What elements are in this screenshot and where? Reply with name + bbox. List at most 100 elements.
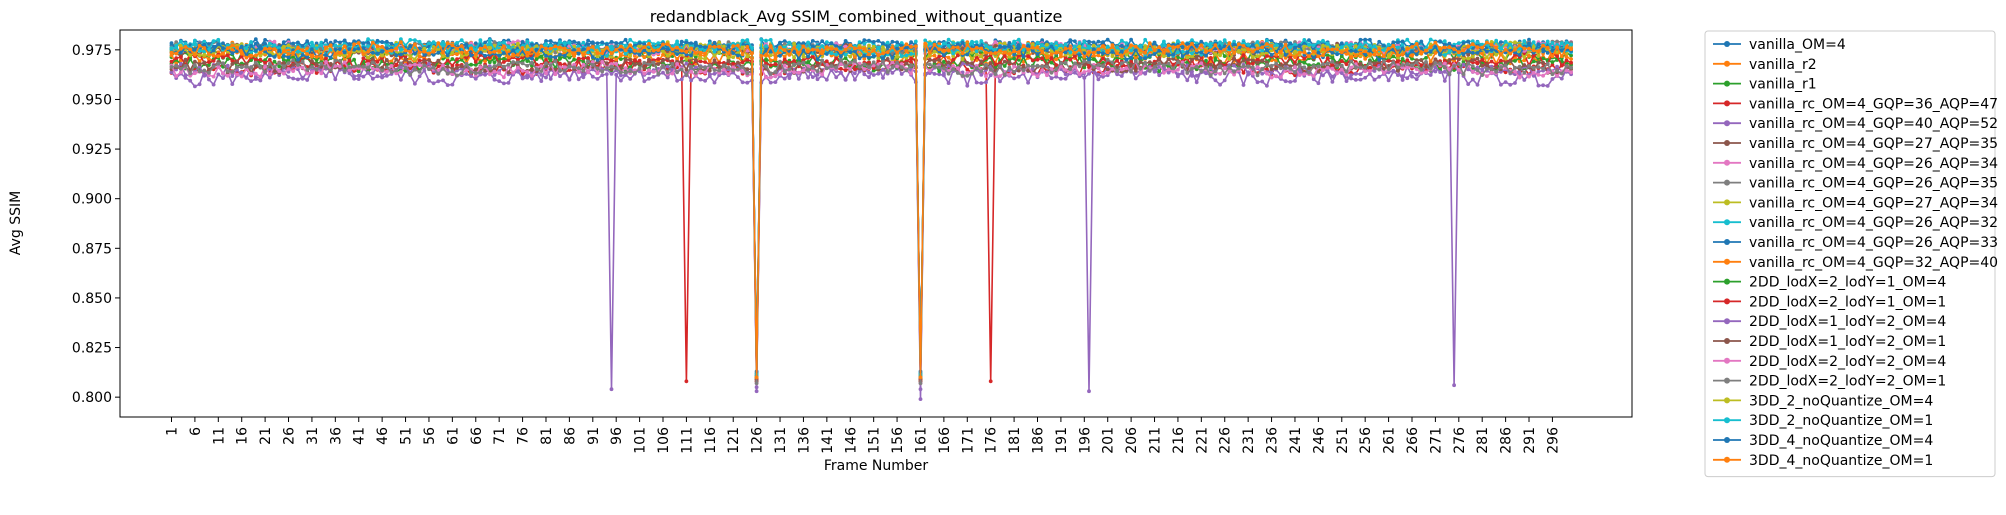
data-point: [623, 57, 628, 62]
data-point: [1077, 41, 1082, 45]
data-point: [637, 41, 642, 45]
data-point: [1456, 57, 1461, 62]
data-point: [614, 72, 619, 77]
data-point: [693, 65, 698, 70]
data-point: [1283, 40, 1288, 45]
data-point: [792, 70, 796, 75]
data-point: [1162, 39, 1166, 44]
data-point: [455, 57, 459, 61]
data-point: [1559, 63, 1564, 68]
data-point: [1265, 83, 1269, 88]
data-point: [399, 70, 403, 74]
data-point: [1428, 73, 1433, 77]
data-point: [1208, 56, 1213, 60]
data-point: [642, 42, 647, 47]
data-point: [193, 59, 197, 64]
data-point: [881, 76, 885, 80]
data-point: [380, 74, 384, 79]
data-point: [778, 41, 782, 45]
data-point: [502, 60, 506, 64]
data-point: [384, 74, 389, 78]
data-point: [604, 61, 609, 66]
data-point: [1255, 60, 1260, 65]
data-point: [361, 74, 366, 79]
data-point: [764, 44, 768, 48]
data-point: [1016, 74, 1021, 79]
data-point: [211, 74, 216, 79]
data-point: [169, 59, 174, 64]
data-point: [530, 76, 534, 81]
data-point: [581, 62, 586, 67]
data-point: [637, 44, 642, 49]
data-point: [853, 77, 857, 82]
data-point: [370, 57, 375, 61]
data-point: [1063, 72, 1068, 77]
data-point: [1002, 41, 1007, 46]
data-point: [1265, 67, 1269, 71]
data-point: [384, 69, 389, 74]
data-point: [1386, 78, 1391, 83]
data-point: [1255, 80, 1260, 85]
series-markers: [169, 63, 1573, 401]
series-line: [170, 38, 1572, 372]
data-point: [590, 41, 595, 45]
data-point: [235, 72, 239, 77]
data-point: [572, 54, 576, 58]
data-point: [291, 41, 296, 46]
data-point: [1382, 66, 1386, 71]
data-point: [221, 71, 225, 76]
data-point: [511, 40, 516, 45]
data-point: [539, 79, 544, 83]
data-point: [1129, 37, 1133, 42]
data-point: [1522, 78, 1527, 82]
data-point: [815, 77, 820, 82]
data-point: [478, 65, 483, 70]
data-point: [197, 59, 202, 64]
data-point: [1068, 57, 1073, 62]
data-point: [1194, 56, 1199, 61]
data-point: [483, 72, 487, 77]
series-line: [170, 40, 1572, 376]
data-point: [548, 39, 553, 43]
data-point: [684, 67, 689, 72]
data-point: [1410, 74, 1414, 79]
data-point: [586, 70, 590, 75]
plot-area: [169, 37, 1573, 401]
data-point: [1466, 82, 1471, 86]
data-point: [1461, 62, 1466, 67]
data-point: [1321, 73, 1325, 78]
data-point: [235, 60, 239, 64]
data-point: [389, 64, 394, 68]
data-point: [1396, 40, 1400, 45]
data-point: [1433, 57, 1438, 62]
data-point: [1494, 38, 1499, 43]
data-point: [258, 57, 263, 62]
data-point: [1218, 82, 1222, 87]
data-point: [1541, 83, 1545, 88]
data-point: [1096, 53, 1101, 58]
data-point: [642, 71, 647, 76]
data-point: [511, 70, 516, 75]
data-point: [881, 67, 885, 72]
data-point: [768, 49, 773, 54]
data-point: [502, 81, 506, 86]
data-point: [380, 40, 384, 44]
data-point: [1246, 57, 1250, 62]
data-point: [277, 69, 282, 73]
data-point: [1143, 71, 1148, 75]
data-point: [946, 37, 951, 42]
data-point: [951, 57, 956, 62]
data-point: [665, 75, 670, 80]
data-point: [890, 39, 895, 44]
series-2DD_lodX=2_lodY=2_OM=4: [169, 59, 1573, 386]
series-vanilla_rc_OM=4_GQP=36_AQP=47: [169, 57, 1573, 384]
data-point: [1040, 38, 1045, 43]
data-point: [272, 59, 277, 64]
data-point: [375, 74, 380, 79]
data-point: [314, 58, 319, 62]
data-point: [1517, 71, 1522, 75]
data-point: [375, 38, 380, 43]
data-point: [1503, 39, 1508, 44]
data-point: [1349, 76, 1353, 81]
data-point: [492, 69, 497, 74]
